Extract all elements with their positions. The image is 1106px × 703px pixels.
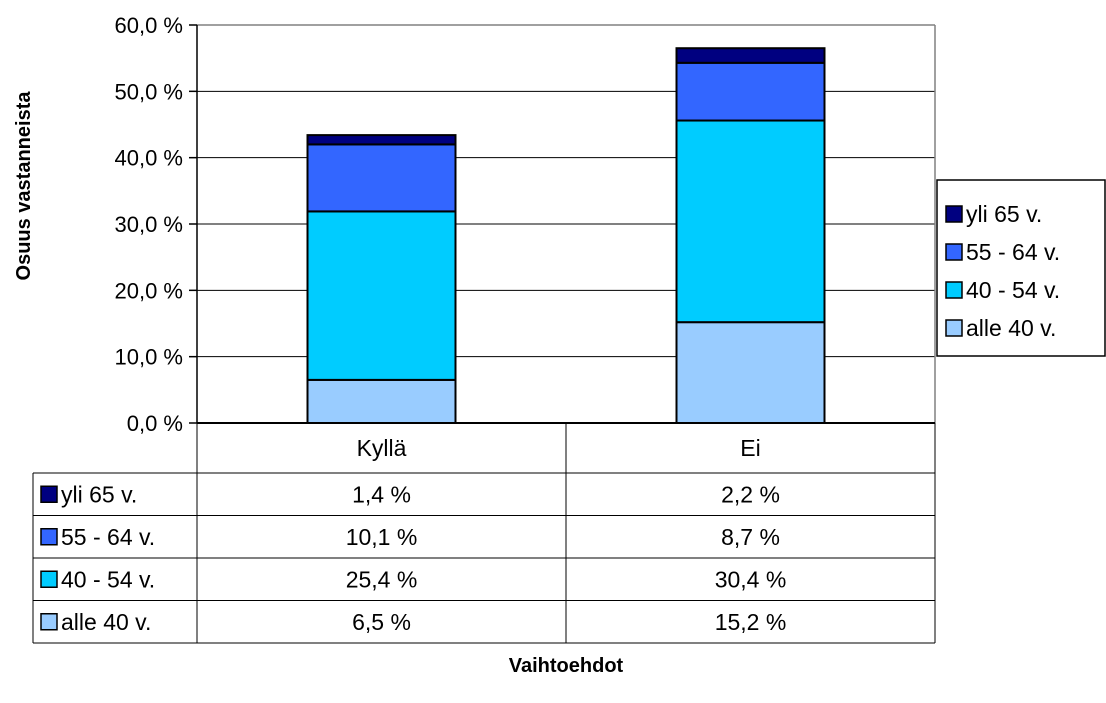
table-value: 6,5 % <box>352 609 411 635</box>
bar-segment <box>306 378 457 424</box>
table-legend-swatch <box>40 613 58 631</box>
table-value: 1,4 % <box>352 481 411 507</box>
bar-segment <box>675 321 826 425</box>
y-tick-label: 10,0 % <box>115 345 184 370</box>
bar-segment <box>306 210 457 381</box>
legend-box <box>936 179 1106 357</box>
y-tick-label: 30,0 % <box>115 212 184 237</box>
bars <box>306 47 826 425</box>
table-value: 15,2 % <box>715 609 787 635</box>
legend-swatch <box>945 281 963 299</box>
table-value: 10,1 % <box>346 524 418 550</box>
bar-segment <box>675 61 826 122</box>
legend-label: 55 - 64 v. <box>966 239 1060 265</box>
category-label: Kyllä <box>357 435 407 461</box>
y-tick-label: 50,0 % <box>115 79 184 104</box>
bar-segment <box>306 134 457 146</box>
legend-label: yli 65 v. <box>966 201 1042 227</box>
y-tick-label: 40,0 % <box>115 146 184 171</box>
y-tick-label: 0,0 % <box>127 411 183 436</box>
legend-label: alle 40 v. <box>966 315 1056 341</box>
table-series-label: alle 40 v. <box>61 609 151 635</box>
bar-segment <box>306 143 457 213</box>
table-value: 30,4 % <box>715 566 787 592</box>
table-value: 8,7 % <box>721 524 780 550</box>
table-series-label: 40 - 54 v. <box>61 566 155 592</box>
table-legend-swatch <box>40 570 58 588</box>
legend: yli 65 v. 55 - 64 v. 40 - 54 v. alle 40 v. <box>936 179 1106 357</box>
bar-segment <box>675 47 826 64</box>
table-series-label: yli 65 v. <box>61 481 137 507</box>
legend-swatch <box>945 243 963 261</box>
y-axis-title: Osuus vastanneista <box>13 91 35 281</box>
x-axis-title: Vaihtoehdot <box>509 655 624 677</box>
y-tick-label: 20,0 % <box>115 278 184 303</box>
legend-swatch <box>945 319 963 337</box>
legend-label: 40 - 54 v. <box>966 277 1060 303</box>
table-value: 25,4 % <box>346 566 418 592</box>
table-legend-swatch <box>40 528 58 546</box>
bar-segment <box>675 119 826 324</box>
category-label: Ei <box>740 435 760 461</box>
y-tick-label: 60,0 % <box>115 13 184 38</box>
y-axis-ticks: 0,0 % 10,0 % 20,0 % 30,0 % 40,0 % 50,0 % 60,0 … <box>115 13 197 436</box>
table-series-label: 55 - 64 v. <box>61 524 155 550</box>
table-legend-swatch <box>40 485 58 503</box>
table-value: 2,2 % <box>721 481 780 507</box>
data-table: Kyllä Ei yli 65 v. 1,4 % 2,2 % 55 - 64 v. 10,1… <box>32 422 936 644</box>
legend-swatch <box>945 205 963 223</box>
